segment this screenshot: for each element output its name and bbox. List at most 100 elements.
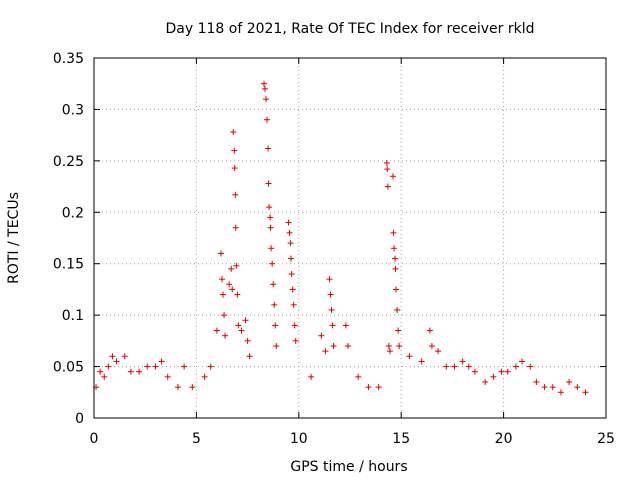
- data-point: [322, 348, 329, 355]
- data-point: [385, 343, 392, 349]
- data-point: [498, 368, 505, 375]
- data-point: [286, 229, 293, 236]
- data-point: [426, 327, 433, 334]
- data-point: [549, 384, 556, 391]
- data-point: [443, 363, 450, 370]
- data-point: [329, 322, 336, 329]
- data-point: [384, 183, 391, 190]
- data-point: [267, 214, 274, 221]
- data-point: [226, 281, 233, 288]
- data-point: [260, 80, 267, 87]
- data-point: [273, 343, 280, 349]
- data-point: [222, 332, 229, 339]
- data-point: [383, 159, 390, 166]
- data-point: [207, 363, 214, 370]
- y-tick-label: 0.2: [62, 205, 84, 221]
- y-tick-label: 0: [75, 411, 84, 427]
- data-point: [459, 358, 466, 365]
- data-point: [269, 260, 276, 267]
- data-point: [318, 332, 325, 339]
- data-point: [384, 166, 391, 173]
- data-point: [285, 219, 292, 226]
- data-point: [330, 343, 337, 349]
- x-tick-label: 0: [90, 431, 99, 447]
- data-point: [289, 286, 296, 293]
- data-point: [263, 96, 270, 103]
- data-point: [291, 322, 298, 329]
- data-point: [231, 147, 238, 154]
- data-point: [292, 337, 299, 344]
- data-point: [144, 363, 151, 370]
- data-point: [471, 368, 478, 375]
- data-point: [229, 286, 236, 293]
- y-tick-label: 0.35: [53, 51, 84, 67]
- data-point: [533, 379, 540, 385]
- x-tick-label: 5: [192, 431, 201, 447]
- data-point: [266, 204, 273, 211]
- data-point: [181, 363, 188, 370]
- x-tick-label: 20: [495, 431, 513, 447]
- data-point: [244, 337, 251, 344]
- data-point: [232, 191, 239, 198]
- data-point: [393, 286, 400, 293]
- data-point: [213, 327, 220, 334]
- data-point: [219, 276, 225, 283]
- data-point: [221, 312, 228, 319]
- data-point: [233, 262, 240, 269]
- data-point: [220, 291, 227, 298]
- data-point: [451, 363, 458, 370]
- data-point: [288, 255, 295, 262]
- y-tick-label: 0.25: [53, 154, 84, 170]
- data-point: [557, 389, 564, 396]
- data-point: [265, 180, 272, 187]
- data-point: [101, 373, 108, 380]
- data-point: [136, 368, 143, 375]
- data-point: [267, 224, 274, 231]
- data-point: [342, 322, 349, 329]
- data-point: [512, 363, 519, 370]
- x-tick-label: 15: [392, 431, 410, 447]
- data-point: [396, 343, 403, 349]
- data-point: [105, 363, 112, 370]
- data-point: [113, 358, 120, 365]
- data-point: [326, 276, 333, 283]
- data-point: [465, 363, 472, 370]
- data-point: [272, 322, 279, 329]
- data-point: [290, 301, 297, 308]
- data-point: [418, 358, 425, 365]
- data-point: [270, 281, 277, 288]
- data-point: [392, 265, 399, 272]
- data-point: [328, 307, 335, 313]
- data-point: [97, 368, 104, 375]
- grid-layer: [94, 58, 606, 418]
- data-point: [490, 373, 497, 380]
- data-point: [271, 301, 278, 308]
- data-point: [288, 271, 295, 277]
- y-tick-label: 0.15: [53, 257, 84, 273]
- data-point: [574, 384, 581, 391]
- data-point: [394, 307, 401, 313]
- data-point: [344, 343, 351, 349]
- data-point: [308, 373, 315, 380]
- data-point: [127, 368, 134, 375]
- data-point: [365, 384, 372, 391]
- data-point: [435, 348, 442, 355]
- data-point: [232, 224, 239, 231]
- data-point: [164, 373, 171, 380]
- data-point: [355, 373, 362, 380]
- data-point: [390, 173, 397, 180]
- data-point: [246, 353, 253, 360]
- data-point: [406, 353, 413, 360]
- data-point: [287, 240, 294, 247]
- data-point: [391, 245, 398, 252]
- data-point: [234, 291, 241, 298]
- data-point: [428, 343, 435, 349]
- chart-title: Day 118 of 2021, Rate Of TEC Index for r…: [165, 21, 534, 37]
- data-point: [242, 317, 249, 324]
- data-point: [189, 384, 196, 391]
- data-point: [566, 379, 573, 385]
- data-point: [519, 358, 526, 365]
